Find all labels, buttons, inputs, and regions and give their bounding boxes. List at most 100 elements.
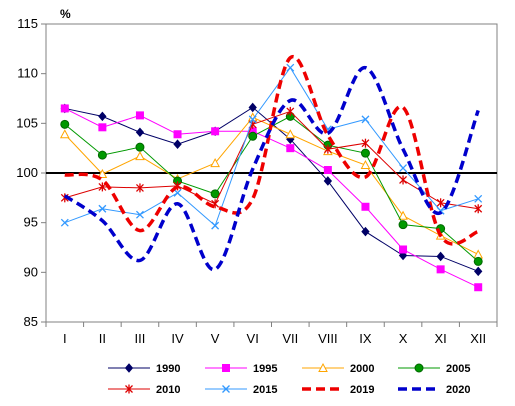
data-point-1990-II (98, 111, 107, 122)
series-line-2010 (64, 110, 479, 210)
x-tick-label: VII (282, 331, 298, 346)
data-point-1995-V (211, 127, 220, 136)
data-point-1995-VII (286, 144, 295, 153)
legend-label-2010: 2010 (156, 384, 180, 396)
y-tick-label: 105 (16, 115, 38, 130)
legend-label-2000: 2000 (350, 363, 374, 375)
series-1995 (60, 104, 483, 292)
data-point-2000-V (210, 158, 220, 168)
data-point-2005-V (210, 189, 220, 199)
data-point-2015-I (60, 218, 69, 227)
series-2015 (60, 63, 483, 230)
legend-item-2020: 2020 (398, 384, 470, 396)
x-tick-label: VI (247, 331, 259, 346)
y-tick-label: 110 (17, 66, 38, 81)
legend-marker-1990 (124, 363, 134, 373)
data-point-1995-XI (436, 265, 445, 274)
x-tick-label: X (399, 331, 408, 346)
legend: 1990 1995 2000 2005 2010 2015 2019 2020 (108, 362, 470, 396)
data-point-2000-X (398, 210, 408, 220)
x-tick-label: III (135, 331, 146, 346)
data-point-2005-III (135, 142, 145, 152)
data-point-2015-V (211, 221, 220, 230)
data-point-2010-VIII (323, 144, 332, 154)
series-line-2015 (64, 66, 479, 227)
legend-marker-2000 (318, 362, 328, 372)
y-axis-unit-label: % (60, 7, 71, 21)
data-point-2005-I (60, 119, 70, 129)
legend-label-1995: 1995 (253, 363, 277, 375)
data-point-1995-VIII (323, 166, 332, 175)
data-point-1995-I (60, 104, 69, 113)
data-point-2015-IV (173, 188, 182, 197)
legend-marker-2010 (125, 384, 133, 394)
data-point-2010-III (135, 183, 144, 193)
legend-label-2005: 2005 (446, 363, 470, 375)
legend-item-2000: 2000 (302, 362, 374, 375)
legend-marker-2005 (414, 363, 424, 373)
data-point-1990-XI (436, 251, 445, 262)
data-point-1995-III (135, 111, 144, 120)
legend-label-2019: 2019 (350, 384, 374, 396)
y-tick-label: 85 (24, 314, 38, 329)
data-point-2010-XI (436, 198, 445, 208)
legend-item-2015: 2015 (205, 384, 277, 396)
data-point-2015-IX (361, 115, 370, 124)
series-line-2020 (63, 65, 480, 272)
legend-item-1995: 1995 (205, 363, 277, 375)
x-tick-label: II (99, 331, 106, 346)
data-point-1990-III (135, 127, 145, 138)
series-2019 (64, 54, 479, 246)
data-point-1995-IX (361, 202, 370, 211)
legend-item-2010: 2010 (108, 384, 180, 396)
data-point-2000-IX (360, 159, 371, 170)
data-point-2005-XII (473, 256, 483, 266)
data-point-2000-I (59, 129, 70, 139)
data-point-2015-III (135, 210, 144, 219)
y-tick-label: 115 (17, 16, 38, 31)
legend-item-2005: 2005 (398, 363, 470, 375)
data-point-2005-II (97, 150, 107, 160)
data-point-2010-X (399, 175, 408, 185)
data-point-2010-VII (286, 106, 295, 116)
data-point-1995-XII (474, 283, 483, 292)
data-point-1990-IX (361, 226, 370, 237)
legend-label-2015: 2015 (253, 384, 277, 396)
legend-marker-2015 (222, 385, 230, 393)
y-tick-label: 95 (24, 215, 38, 230)
data-point-2015-II (98, 204, 107, 213)
x-tick-label: IX (359, 331, 372, 346)
data-point-1990-XII (474, 266, 483, 277)
x-tick-label: XI (434, 331, 446, 346)
data-point-1995-X (399, 245, 408, 254)
x-tick-label: I (63, 331, 67, 346)
data-point-2015-VI (248, 115, 257, 124)
data-point-2005-X (398, 220, 408, 230)
data-point-1990-VIII (323, 176, 333, 186)
x-tick-label: XII (470, 331, 486, 346)
legend-item-2019: 2019 (302, 384, 374, 396)
x-tick-label: VIII (318, 331, 338, 346)
data-point-2015-XII (474, 194, 483, 203)
data-point-1995-II (98, 123, 107, 132)
data-point-2015-X (399, 164, 408, 172)
data-point-2000-II (97, 168, 108, 178)
x-tick-label: V (211, 331, 220, 346)
data-point-2005-IX (360, 148, 370, 158)
series-2020 (63, 65, 480, 272)
data-point-2005-VI (248, 131, 258, 141)
legend-item-1990: 1990 (108, 363, 180, 375)
data-point-2000-VII (285, 129, 296, 139)
legend-marker-1995 (222, 364, 230, 372)
data-point-2010-IX (361, 138, 370, 148)
data-point-2000-III (135, 151, 145, 161)
data-point-2010-XII (474, 204, 483, 214)
data-point-1995-IV (173, 130, 182, 139)
data-point-1990-VI (248, 102, 257, 113)
y-tick-label: 100 (16, 165, 38, 180)
data-point-1990-IV (173, 139, 182, 149)
x-tick-label: IV (171, 331, 184, 346)
legend-label-1990: 1990 (156, 363, 180, 375)
